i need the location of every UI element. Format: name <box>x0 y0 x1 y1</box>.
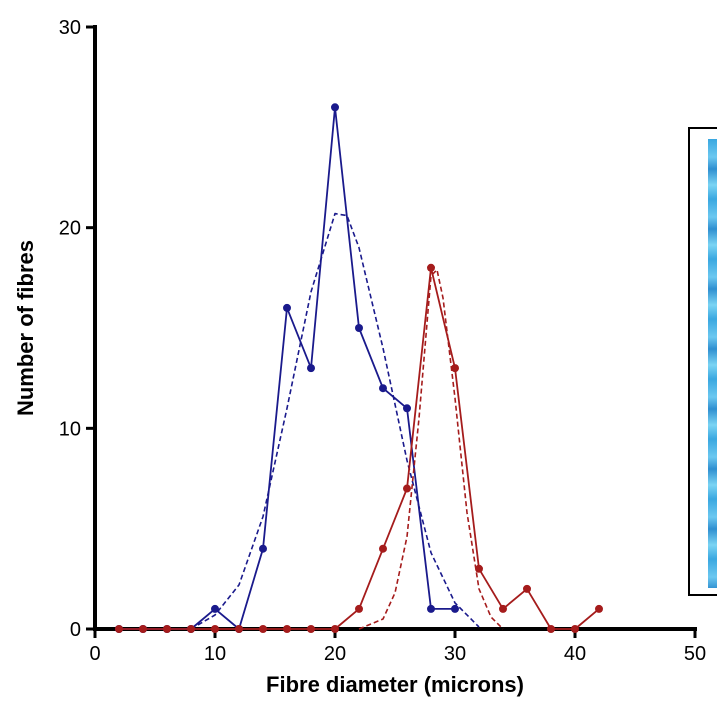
data-point <box>427 604 435 613</box>
fit-curve <box>190 212 480 630</box>
data-point <box>163 625 171 633</box>
data-point <box>211 625 219 633</box>
data-point <box>307 625 315 633</box>
data-point <box>379 544 387 553</box>
y-tick-label: 30 <box>59 17 81 39</box>
data-point <box>451 604 459 613</box>
data-point <box>355 324 363 332</box>
data-point <box>187 625 195 633</box>
data-point <box>211 604 219 613</box>
data-point <box>451 364 459 373</box>
data-point <box>115 625 123 633</box>
fibre-micrograph-image <box>708 139 717 588</box>
x-tick-label: 30 <box>444 643 466 665</box>
x-tick-label: 20 <box>324 643 346 665</box>
data-point <box>499 604 507 613</box>
y-axis-title: Number of fibres <box>13 240 38 416</box>
x-tick-label: 0 <box>89 643 100 665</box>
x-tick-label: 10 <box>204 643 226 665</box>
axes <box>93 25 697 631</box>
data-point <box>523 584 531 593</box>
fit-curve <box>358 269 504 630</box>
data-point <box>595 604 603 613</box>
data-point <box>283 625 291 633</box>
data-point <box>331 103 339 112</box>
data-point <box>331 625 339 633</box>
y-tick-label: 20 <box>59 218 81 240</box>
y-tick-label: 10 <box>59 418 81 440</box>
data-point <box>259 544 267 553</box>
inset-micrograph-frame <box>688 127 717 596</box>
x-tick-label: 50 <box>684 643 706 665</box>
data-point <box>403 404 411 413</box>
data-point <box>427 263 435 272</box>
x-axis-title: Fibre diameter (microns) <box>266 672 524 697</box>
y-tick-label: 0 <box>70 619 81 641</box>
x-tick-label: 40 <box>564 643 586 665</box>
y-ticks: 0 10 20 30 <box>59 17 95 641</box>
data-point <box>379 384 387 393</box>
data-point <box>307 364 315 373</box>
data-point <box>139 625 147 633</box>
data-point <box>259 625 267 633</box>
data-point <box>235 625 243 633</box>
data-point <box>355 604 363 613</box>
data-point <box>547 625 555 633</box>
x-ticks: 0 10 20 30 40 50 <box>89 629 706 665</box>
data-point <box>571 625 579 633</box>
data-point <box>475 564 483 573</box>
data-point <box>403 484 411 493</box>
data-point <box>283 303 291 312</box>
series-layer <box>115 103 603 633</box>
